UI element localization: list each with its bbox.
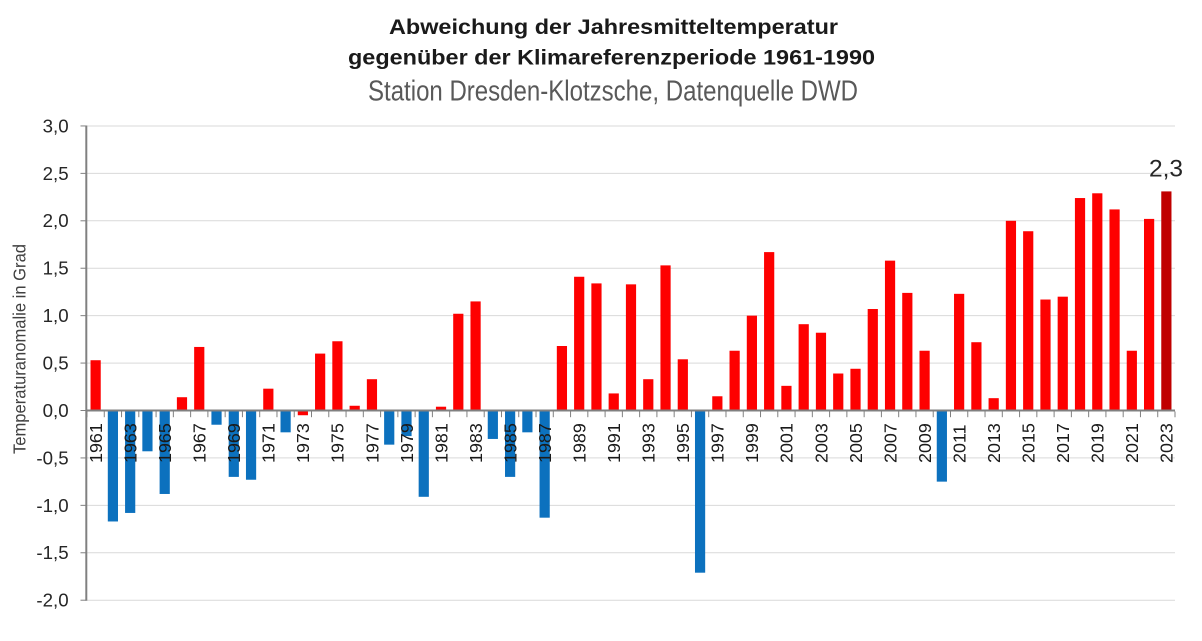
svg-text:1991: 1991: [604, 423, 624, 463]
svg-text:-2,0: -2,0: [36, 590, 68, 611]
svg-text:0,0: 0,0: [43, 400, 69, 421]
svg-text:1977: 1977: [362, 423, 382, 463]
svg-text:Abweichung der Jahresmitteltem: Abweichung der Jahresmitteltemperatur: [389, 16, 838, 39]
svg-text:-1,5: -1,5: [36, 542, 68, 563]
svg-text:1999: 1999: [742, 423, 762, 463]
svg-text:1993: 1993: [639, 423, 659, 463]
svg-text:2,0: 2,0: [43, 210, 69, 231]
svg-text:1971: 1971: [259, 423, 279, 463]
svg-text:1969: 1969: [224, 423, 244, 463]
svg-text:2011: 2011: [949, 424, 969, 463]
svg-text:1985: 1985: [500, 423, 520, 463]
svg-text:1989: 1989: [569, 423, 589, 463]
svg-text:2009: 2009: [915, 423, 935, 463]
svg-text:1975: 1975: [328, 423, 348, 463]
svg-text:1987: 1987: [535, 423, 555, 463]
svg-text:2,5: 2,5: [43, 163, 69, 184]
svg-text:1963: 1963: [120, 423, 140, 463]
svg-text:2019: 2019: [1088, 423, 1108, 463]
svg-text:0,5: 0,5: [43, 352, 69, 373]
svg-text:2013: 2013: [984, 423, 1004, 463]
svg-text:1995: 1995: [673, 423, 693, 463]
svg-text:Station Dresden-Klotzsche, Dat: Station Dresden-Klotzsche, Datenquelle D…: [368, 75, 858, 107]
svg-text:1997: 1997: [708, 423, 728, 463]
svg-text:1,0: 1,0: [43, 305, 69, 326]
svg-text:2005: 2005: [846, 423, 866, 463]
svg-text:gegenüber der Klimareferenzper: gegenüber der Klimareferenzperiode 1961-…: [348, 46, 875, 69]
svg-text:2023: 2023: [1157, 423, 1177, 463]
svg-text:2007: 2007: [880, 423, 900, 463]
svg-text:2003: 2003: [811, 423, 831, 463]
svg-text:-1,0: -1,0: [36, 495, 68, 516]
svg-text:2001: 2001: [777, 423, 797, 463]
svg-text:1961: 1961: [86, 423, 106, 463]
svg-text:-0,5: -0,5: [36, 447, 68, 468]
svg-text:1981: 1981: [431, 423, 451, 463]
svg-text:1,5: 1,5: [43, 258, 69, 279]
svg-text:2021: 2021: [1122, 423, 1142, 463]
svg-text:1979: 1979: [397, 423, 417, 463]
svg-text:2015: 2015: [1019, 423, 1039, 463]
svg-text:2,3: 2,3: [1149, 156, 1183, 183]
svg-text:2017: 2017: [1053, 423, 1073, 463]
svg-text:Temperaturanomalie in Grad: Temperaturanomalie in Grad: [10, 244, 30, 454]
svg-text:1973: 1973: [293, 423, 313, 463]
svg-text:1983: 1983: [466, 423, 486, 463]
svg-text:1965: 1965: [155, 423, 175, 463]
svg-text:1967: 1967: [190, 423, 210, 463]
svg-text:3,0: 3,0: [43, 115, 69, 136]
